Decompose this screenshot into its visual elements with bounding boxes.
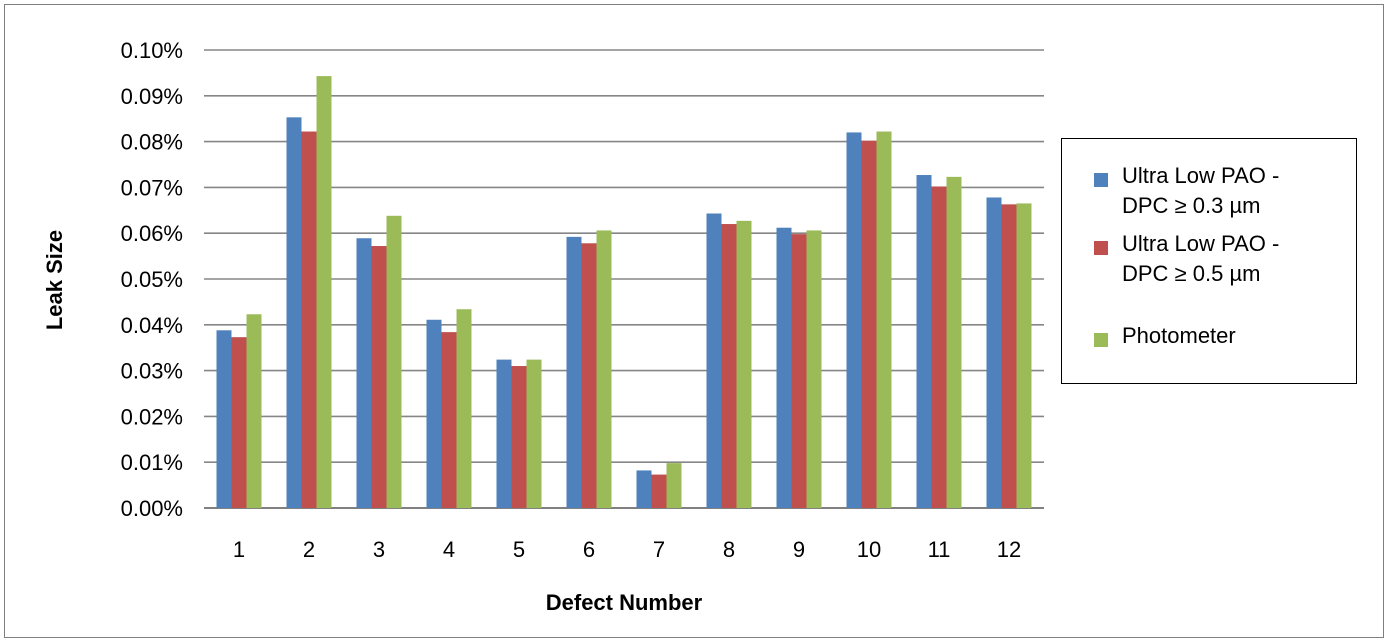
legend-label: Photometer: [1122, 323, 1236, 348]
bar-series-2-defect-5: [511, 366, 527, 508]
bar-series-1-defect-1: [216, 330, 232, 508]
bar-series-3-defect-6: [596, 230, 612, 508]
bars: [216, 76, 1032, 509]
bar-series-3-defect-10: [876, 131, 892, 509]
x-tick-label: 12: [997, 537, 1021, 562]
legend-item: Photometer: [1094, 321, 1352, 351]
x-tick-label: 2: [303, 537, 315, 562]
bar-series-1-defect-3: [356, 238, 372, 508]
bar-series-1-defect-12: [986, 197, 1002, 508]
x-tick-label: 7: [653, 537, 665, 562]
bar-series-3-defect-4: [456, 309, 472, 508]
y-tick-label: 0.01%: [121, 450, 183, 475]
x-tick-label: 1: [233, 537, 245, 562]
bar-series-2-defect-11: [931, 186, 947, 508]
y-tick-label: 0.04%: [121, 313, 183, 338]
bar-series-3-defect-2: [316, 76, 332, 508]
y-tick-labels: 0.00% 0.01% 0.02% 0.03% 0.04% 0.05% 0.06% 0.07%…: [121, 38, 183, 521]
bar-series-1-defect-7: [636, 470, 652, 508]
bar-series-2-defect-9: [791, 234, 807, 508]
legend-label: Ultra Low PAO - DPC ≥ 0.3 µm: [1122, 163, 1280, 218]
x-tick-label: 9: [793, 537, 805, 562]
bar-series-2-defect-8: [721, 224, 737, 509]
bar-series-1-defect-6: [566, 236, 582, 508]
y-axis-label: Leak Size: [42, 230, 67, 330]
gridlines: [204, 49, 1044, 509]
legend-item: Ultra Low PAO - DPC ≥ 0.5 µm: [1094, 229, 1352, 289]
legend-label: Ultra Low PAO - DPC ≥ 0.5 µm: [1122, 231, 1280, 286]
x-tick-label: 4: [443, 537, 455, 562]
x-tick-label: 3: [373, 537, 385, 562]
bar-series-1-defect-2: [286, 117, 302, 509]
bar-series-3-defect-1: [246, 314, 262, 508]
bar-series-2-defect-12: [1001, 204, 1017, 508]
legend-item: Ultra Low PAO - DPC ≥ 0.3 µm: [1094, 161, 1352, 221]
bar-series-2-defect-7: [651, 474, 667, 508]
x-tick-label: 10: [857, 537, 881, 562]
legend-swatch: [1094, 173, 1108, 187]
y-tick-label: 0.09%: [121, 84, 183, 109]
y-tick-label: 0.00%: [121, 496, 183, 521]
bar-series-1-defect-10: [846, 132, 862, 508]
bar-series-3-defect-7: [666, 463, 682, 508]
y-tick-label: 0.07%: [121, 175, 183, 200]
bar-series-1-defect-8: [706, 213, 722, 509]
bar-series-3-defect-3: [386, 215, 402, 508]
bar-series-3-defect-5: [526, 359, 542, 508]
y-tick-label: 0.10%: [121, 38, 183, 63]
bar-series-3-defect-11: [946, 176, 962, 508]
legend: Ultra Low PAO - DPC ≥ 0.3 µm Ultra Low PAO…: [1061, 138, 1357, 384]
bar-series-1-defect-4: [426, 319, 442, 508]
y-tick-label: 0.05%: [121, 267, 183, 292]
legend-swatch: [1094, 333, 1108, 347]
bar-series-2-defect-6: [581, 243, 597, 508]
bar-series-3-defect-12: [1016, 203, 1032, 508]
y-tick-label: 0.06%: [121, 221, 183, 246]
x-tick-label: 6: [583, 537, 595, 562]
bar-series-3-defect-9: [806, 230, 822, 508]
legend-swatch: [1094, 241, 1108, 255]
bar-series-2-defect-1: [231, 337, 247, 508]
x-tick-label: 8: [723, 537, 735, 562]
bar-series-2-defect-3: [371, 246, 387, 509]
x-axis-label: Defect Number: [546, 590, 703, 615]
y-tick-label: 0.08%: [121, 130, 183, 155]
bar-series-1-defect-9: [776, 227, 792, 509]
x-tick-label: 5: [513, 537, 525, 562]
bar-series-2-defect-4: [441, 332, 457, 508]
x-tick-label: 11: [928, 537, 951, 562]
bar-series-1-defect-11: [916, 175, 932, 508]
bar-series-2-defect-10: [861, 140, 877, 508]
y-tick-label: 0.02%: [121, 404, 183, 429]
bar-series-1-defect-5: [496, 359, 512, 508]
y-tick-label: 0.03%: [121, 359, 183, 384]
bar-series-2-defect-2: [301, 131, 317, 509]
bar-series-3-defect-8: [736, 220, 752, 509]
x-tick-labels: 1 2 3 4 5 6 7 8 9 10 11 12: [233, 537, 1021, 562]
